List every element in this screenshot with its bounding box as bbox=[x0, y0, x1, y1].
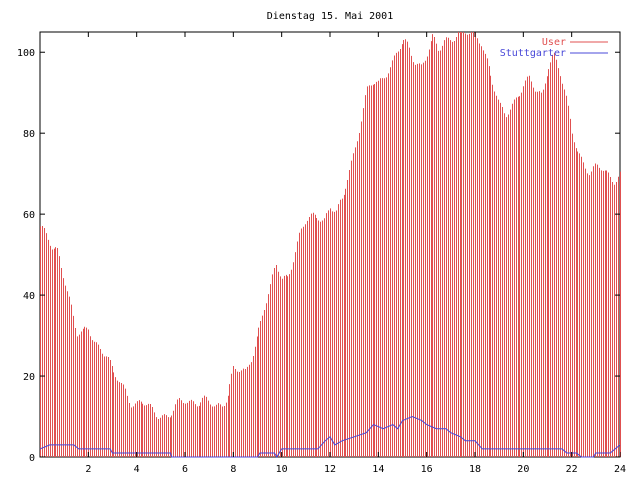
x-tick-label: 12 bbox=[324, 464, 336, 475]
user-bars bbox=[40, 32, 621, 457]
stuttgarter-series bbox=[39, 415, 621, 458]
y-tick-label: 80 bbox=[23, 129, 35, 140]
y-tick-label: 100 bbox=[17, 48, 35, 59]
legend: User Stuttgarter bbox=[500, 37, 608, 59]
x-tick-label: 14 bbox=[372, 464, 384, 475]
y-tick-label: 0 bbox=[29, 453, 35, 464]
x-tick-label: 8 bbox=[230, 464, 236, 475]
y-tick-label: 40 bbox=[23, 291, 35, 302]
x-tick-label: 22 bbox=[566, 464, 578, 475]
y-tick-label: 60 bbox=[23, 210, 35, 221]
x-tick-label: 16 bbox=[421, 464, 433, 475]
x-tick-label: 4 bbox=[134, 464, 140, 475]
chart-title: Dienstag 15. Mai 2001 bbox=[267, 11, 393, 22]
x-tick-label: 6 bbox=[182, 464, 188, 475]
x-tick-label: 24 bbox=[614, 464, 626, 475]
stuttgarter-line bbox=[39, 415, 621, 458]
y-tick-label: 20 bbox=[23, 372, 35, 383]
x-tick-label: 18 bbox=[469, 464, 481, 475]
x-tick-label: 2 bbox=[85, 464, 91, 475]
legend-label-user: User bbox=[542, 37, 566, 48]
x-tick-label: 10 bbox=[276, 464, 288, 475]
x-tick-label: 20 bbox=[517, 464, 529, 475]
legend-label-stuttgarter: Stuttgarter bbox=[500, 48, 566, 59]
